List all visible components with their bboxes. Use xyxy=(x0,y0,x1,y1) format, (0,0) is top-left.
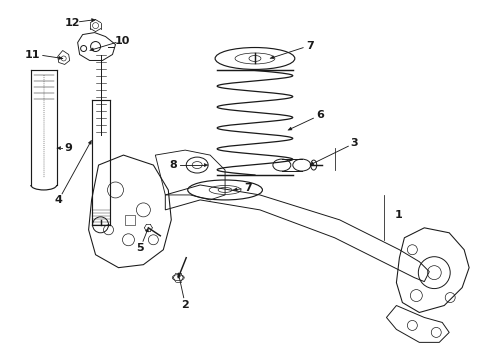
Polygon shape xyxy=(89,48,94,51)
Polygon shape xyxy=(233,188,237,191)
Text: 12: 12 xyxy=(65,18,80,28)
Polygon shape xyxy=(269,56,274,59)
Text: 7: 7 xyxy=(305,41,313,50)
Text: 2: 2 xyxy=(181,300,189,310)
Text: 8: 8 xyxy=(169,160,177,170)
Polygon shape xyxy=(177,273,180,277)
Polygon shape xyxy=(59,56,62,59)
Polygon shape xyxy=(145,228,148,232)
Polygon shape xyxy=(57,147,61,150)
Text: 9: 9 xyxy=(64,143,73,153)
Text: 1: 1 xyxy=(394,210,401,220)
Text: 6: 6 xyxy=(315,110,323,120)
Text: 11: 11 xyxy=(25,50,41,60)
Text: 10: 10 xyxy=(115,36,130,46)
Polygon shape xyxy=(203,163,208,167)
Polygon shape xyxy=(287,127,291,130)
Text: 5: 5 xyxy=(136,243,144,253)
Polygon shape xyxy=(91,19,95,22)
Text: 3: 3 xyxy=(350,138,358,148)
Text: 7: 7 xyxy=(244,183,251,193)
Polygon shape xyxy=(309,162,313,165)
Text: 4: 4 xyxy=(55,195,62,205)
Polygon shape xyxy=(88,140,91,144)
